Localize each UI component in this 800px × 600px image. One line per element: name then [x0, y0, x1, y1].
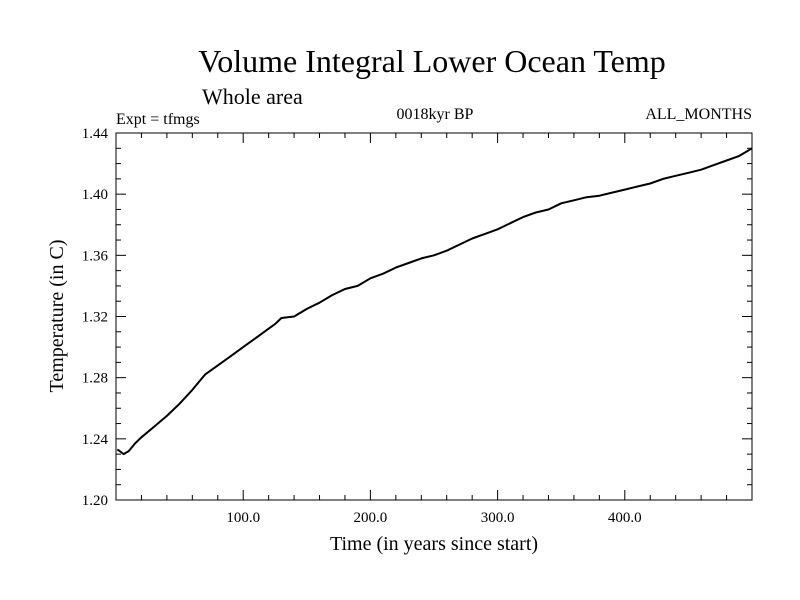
y-tick-label: 1.40	[82, 187, 108, 203]
experiment-label: Expt = tfmgs	[116, 111, 200, 128]
period-label: 0018kyr BP	[397, 106, 474, 123]
chart-subtitle: Whole area	[202, 84, 303, 109]
y-tick-label: 1.36	[82, 248, 109, 264]
x-tick-label: 100.0	[226, 510, 260, 526]
y-tick-label: 1.44	[82, 126, 109, 142]
y-tick-label: 1.20	[82, 493, 108, 509]
x-tick-label: 300.0	[481, 510, 515, 526]
x-tick-label: 200.0	[354, 510, 388, 526]
tick-labels: 100.0 200.0 300.0 400.0 1.20 1.24 1.28 1.32 1.36…	[82, 126, 642, 526]
axis-ticks	[116, 133, 752, 500]
y-tick-label: 1.24	[82, 432, 109, 448]
x-tick-label: 400.0	[608, 510, 642, 526]
chart-title: Volume Integral Lower Ocean Temp	[198, 43, 666, 79]
y-tick-label: 1.32	[82, 310, 108, 326]
months-label: ALL_MONTHS	[645, 106, 752, 123]
series-line	[116, 147, 753, 456]
plot-frame	[115, 132, 753, 501]
y-axis-label: Temperature (in C)	[46, 240, 68, 393]
x-axis-label: Time (in years since start)	[330, 533, 538, 555]
y-tick-label: 1.28	[82, 371, 108, 387]
